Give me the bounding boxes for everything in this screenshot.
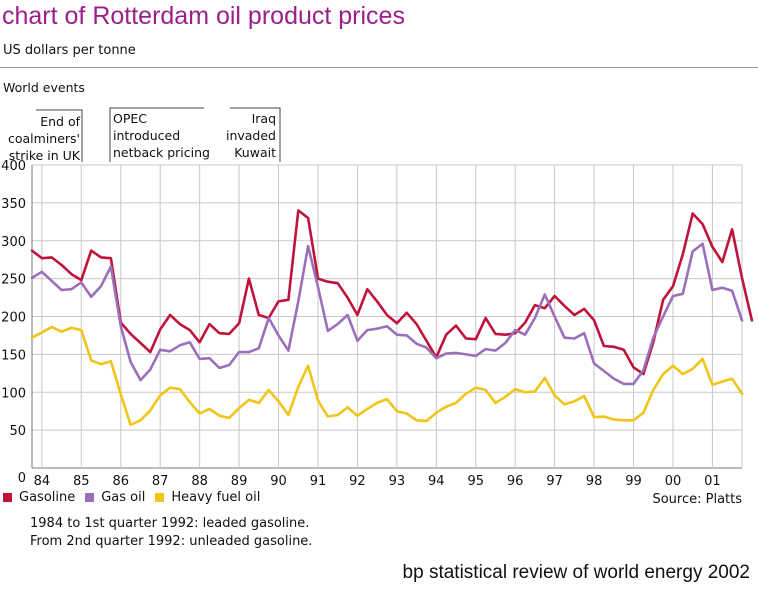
series-line-gasoline [30,209,754,376]
event-bracket-coalminers [36,109,83,162]
x-tick-label-95: 95 [467,474,484,489]
event-bracket-opec [109,107,204,162]
header-rule [0,67,758,68]
y-axis-ticks: 0 50 100 150 200 250 300 350 400 [1,159,26,486]
legend-item-gasoline: Gasoline [3,490,75,505]
event-opec-netback: OPEC introduced netback pricing [113,111,210,160]
x-tick-label-00: 00 [665,474,682,489]
x-tick-label-98: 98 [586,474,603,489]
price-line-chart: 0 50 100 150 200 250 300 350 400 84 85 86 87 88 89 90 9… [1,107,754,489]
series-line-gas-oil [30,242,744,386]
legend-swatch-gasoline [3,493,12,502]
world-events-label: World events [3,80,85,95]
gridlines [31,164,743,469]
y-tick-label-100: 100 [1,386,26,401]
series-lines [30,209,754,427]
y-tick-label-250: 250 [1,273,26,288]
x-tick-label-85: 85 [73,474,90,489]
legend-label-heavy-fuel-oil: Heavy fuel oil [171,490,261,505]
x-tick-label-84: 84 [34,474,51,489]
event-iraq-kuwait: Iraq invaded Kuwait [225,111,276,160]
y-tick-label-150: 150 [1,348,26,363]
footnote-unleaded: From 2nd quarter 1992: unleaded gasoline… [30,534,313,549]
footer-publication: bp statistical review of world energy 20… [402,562,750,583]
legend-swatch-heavy-fuel-oil [155,493,165,502]
x-tick-label-99: 99 [625,474,642,489]
event-bracket-iraq [230,107,281,162]
x-tick-label-97: 97 [546,474,563,489]
x-tick-label-92: 92 [349,474,366,489]
y-tick-label-300: 300 [1,235,26,250]
event-coalminers-strike: End of coalminers' strike in UK [7,114,80,163]
footnote-leaded: 1984 to 1st quarter 1992: leaded gasolin… [30,516,310,531]
x-tick-label-91: 91 [310,474,327,489]
chart-title: chart of Rotterdam oil product prices [2,2,405,30]
event-brackets [36,107,281,162]
legend: Gasoline Gas oil Heavy fuel oil [3,490,270,505]
legend-item-gas-oil: Gas oil [85,490,145,505]
legend-label-gasoline: Gasoline [19,490,76,505]
x-tick-label-87: 87 [152,474,169,489]
y-tick-label-350: 350 [1,197,26,212]
x-tick-label-89: 89 [231,474,248,489]
y-axis-unit-label: US dollars per tonne [3,43,136,58]
x-tick-label-86: 86 [112,474,129,489]
x-tick-label-96: 96 [507,474,524,489]
x-tick-label-93: 93 [389,474,406,489]
x-axis-ticks: 84 85 86 87 88 89 90 91 92 93 94 95 96 97 98 99 00 01 [34,474,721,489]
y-tick-label-200: 200 [1,311,26,326]
x-tick-label-01: 01 [704,474,721,489]
y-tick-label-50: 50 [9,424,26,439]
source-note: Source: Platts [652,492,742,507]
legend-label-gas-oil: Gas oil [101,490,146,505]
x-tick-label-88: 88 [191,474,208,489]
legend-swatch-gas-oil [85,493,95,502]
y-tick-label-0: 0 [18,471,26,486]
series-line-heavy-fuel-oil [30,325,744,427]
legend-item-heavy-fuel-oil: Heavy fuel oil [155,490,260,505]
x-tick-label-90: 90 [270,474,287,489]
x-tick-label-94: 94 [428,474,445,489]
y-tick-label-400: 400 [1,159,26,174]
